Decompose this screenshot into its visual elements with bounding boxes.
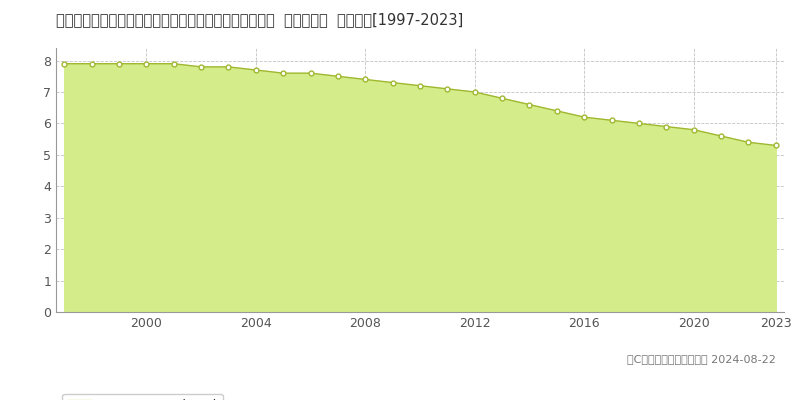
Legend: 基準地価格 平均坪単価(万円/坪): 基準地価格 平均坪単価(万円/坪) bbox=[62, 394, 222, 400]
Text: （C）土地価格ドットコム 2024-08-22: （C）土地価格ドットコム 2024-08-22 bbox=[627, 354, 776, 364]
Text: 宮崎県児湯郡高锅町大字北高锅字下屋敷北３１９５番２  基準地価格  地価推移[1997-2023]: 宮崎県児湯郡高锅町大字北高锅字下屋敷北３１９５番２ 基準地価格 地価推移[199… bbox=[56, 12, 463, 27]
